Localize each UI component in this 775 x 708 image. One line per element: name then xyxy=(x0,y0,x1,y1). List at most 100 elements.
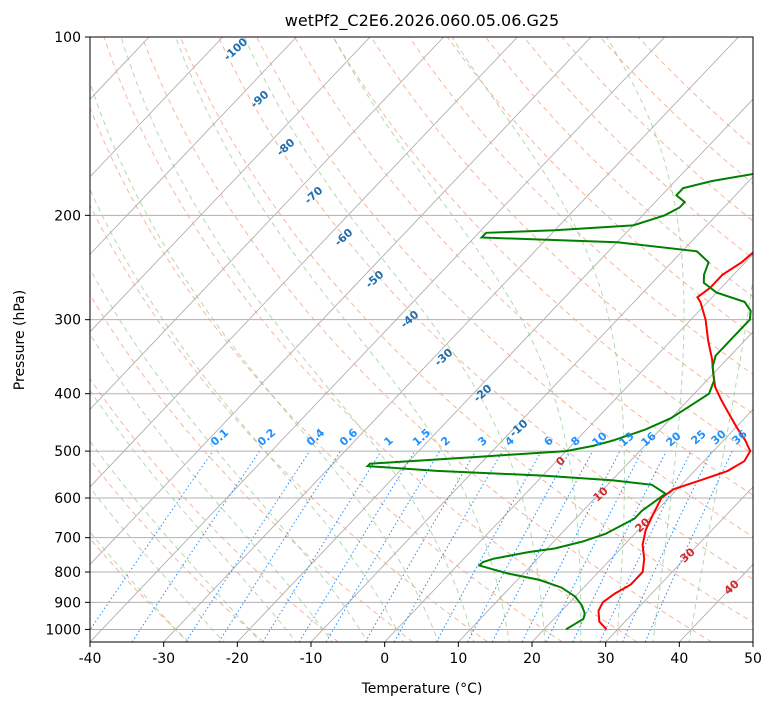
y-tick-label: 700 xyxy=(54,531,81,547)
moist-adiabat-line xyxy=(606,37,685,642)
dry-adiabat-line xyxy=(561,37,753,222)
mixing-ratio-line xyxy=(325,450,441,642)
dry-adiabat-line xyxy=(90,204,488,642)
dry-adiabat-line xyxy=(90,293,414,642)
x-tick-label: -20 xyxy=(226,651,249,667)
mixing-ratio-label: 30 xyxy=(709,427,729,447)
dry-adiabat-line xyxy=(523,37,753,260)
y-axis-label: Pressure (hPa) xyxy=(12,290,28,390)
mixing-ratio-line xyxy=(621,450,712,642)
moist-adiabat-label: 10 xyxy=(591,484,611,504)
y-tick-label: 500 xyxy=(54,444,81,460)
y-tick-label: 800 xyxy=(54,565,81,581)
mixing-ratio-line xyxy=(185,450,311,642)
dry-adiabat-line xyxy=(179,37,753,623)
mixing-ratio-line xyxy=(262,450,382,642)
mixing-ratio-line xyxy=(218,450,341,642)
isotherm-line xyxy=(531,408,753,642)
x-tick-label: 0 xyxy=(380,651,389,667)
isotherm-line xyxy=(90,37,224,178)
isotherm-line xyxy=(384,253,753,642)
moist-adiabat-line xyxy=(90,531,188,642)
mixing-ratio-line xyxy=(545,450,643,642)
mixing-ratio-line xyxy=(131,450,261,642)
mixing-ratio-line xyxy=(644,450,733,642)
dry-adiabat-label: -20 xyxy=(471,382,495,405)
dry-adiabat-label: -50 xyxy=(363,268,387,291)
isotherm-line xyxy=(90,37,371,333)
grid-lines xyxy=(90,37,753,630)
profile-line xyxy=(365,172,753,631)
isotherm-line xyxy=(0,37,2,642)
moist-adiabat-line xyxy=(175,37,510,642)
isotherm-line xyxy=(90,37,445,411)
x-axis-ticks: -40 -30 -20 -10 0 10 20 30 40 50 xyxy=(79,642,762,667)
background-labels: -100-90-80-70-60-50-40-30-20-10010203040… xyxy=(208,35,750,597)
moist-adiabat-line xyxy=(243,37,546,642)
moist-adiabat-line xyxy=(90,333,333,642)
moist-adiabat-line xyxy=(688,275,753,642)
y-tick-label: 1000 xyxy=(45,622,81,638)
moist-adiabat-line xyxy=(332,37,582,642)
dry-adiabat-line xyxy=(408,37,753,375)
moist-adiabat-line xyxy=(90,81,440,642)
moist-adiabat-line xyxy=(90,440,261,642)
isotherm-line xyxy=(310,176,753,642)
x-tick-label: -40 xyxy=(79,651,102,667)
isotherm-line xyxy=(90,37,592,566)
chart-title: wetPf2_C2E6.2026.060.05.06.G25 xyxy=(285,11,559,31)
y-tick-label: 900 xyxy=(54,595,81,611)
dry-adiabat-line xyxy=(256,37,753,538)
isotherm-line xyxy=(90,37,518,488)
x-tick-label: 50 xyxy=(744,651,762,667)
dry-adiabat-line xyxy=(294,37,753,496)
isotherm-line xyxy=(458,331,753,642)
y-tick-label: 200 xyxy=(54,208,81,224)
dry-adiabat-line xyxy=(217,37,753,580)
isotherm-line xyxy=(90,37,297,255)
dry-adiabat-line xyxy=(637,37,753,148)
mixing-ratio-line xyxy=(393,450,503,642)
y-axis-ticks: 100 200 300 400 500 600 700 800 900 1000 xyxy=(45,30,90,638)
dry-adiabat-label: -70 xyxy=(302,184,326,207)
mixing-ratio-label: 16 xyxy=(639,429,659,449)
mixing-ratio-label: 1.5 xyxy=(410,426,433,449)
y-tick-label: 600 xyxy=(54,491,81,507)
x-axis-label: Temperature (°C) xyxy=(361,681,483,697)
mixing-ratio-line xyxy=(364,450,477,642)
mixing-ratio-label: 6 xyxy=(541,434,556,449)
moist-adiabat-line xyxy=(90,486,225,642)
dry-adiabat-label: -40 xyxy=(398,308,422,331)
dry-adiabat-line xyxy=(141,37,712,642)
mixing-ratio-label: 0.4 xyxy=(304,426,327,449)
isotherm-line xyxy=(752,641,753,642)
mixing-ratio-label: 25 xyxy=(689,427,709,447)
mixing-ratio-label: 0.6 xyxy=(337,426,360,449)
isotherm-line xyxy=(605,486,753,642)
moist-adiabat-line xyxy=(90,267,369,642)
y-tick-label: 300 xyxy=(54,313,81,329)
dry-adiabat-label: -100 xyxy=(221,35,250,63)
dry-adiabat-line xyxy=(90,106,563,642)
mixing-ratio-line xyxy=(90,450,214,631)
mixing-ratio-line xyxy=(298,450,416,642)
y-tick-label: 400 xyxy=(54,387,81,403)
x-tick-label: 10 xyxy=(449,651,467,667)
mixing-ratio-label: 0.2 xyxy=(255,426,278,449)
mixing-ratio-label: 1 xyxy=(381,434,395,449)
isotherm-line xyxy=(237,98,753,642)
x-tick-label: 20 xyxy=(523,651,541,667)
dry-adiabat-line xyxy=(103,37,638,642)
x-tick-label: 30 xyxy=(597,651,615,667)
mixing-ratio-label: 20 xyxy=(664,429,684,449)
moist-adiabat-label: 0 xyxy=(553,454,568,469)
dry-adiabat-line xyxy=(90,458,264,642)
isotherm-line xyxy=(90,37,666,642)
x-tick-label: -30 xyxy=(152,651,175,667)
dry-adiabat-label: -80 xyxy=(274,136,298,159)
moist-adiabat-line xyxy=(451,37,625,642)
y-tick-label: 100 xyxy=(54,30,81,46)
mixing-ratio-line xyxy=(572,450,667,642)
x-tick-label: 40 xyxy=(670,651,688,667)
